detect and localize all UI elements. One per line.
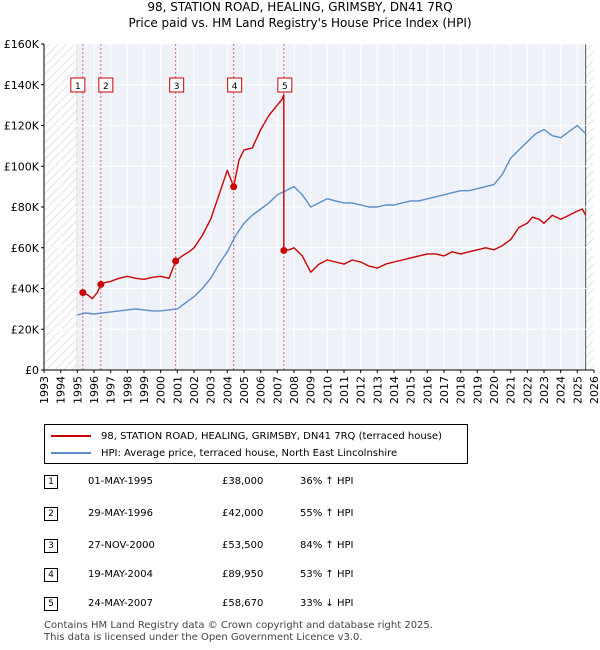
legend-item-property: 98, STATION ROAD, HEALING, GRIMSBY, DN41… xyxy=(51,428,442,444)
sale-point xyxy=(280,246,288,254)
y-tick-label: £140K xyxy=(4,79,40,92)
sale-label-box xyxy=(98,77,114,93)
x-tick-label: 2016 xyxy=(421,376,434,404)
price-chart: £0 £20K £40K £60K £80K £100K £120K £140K £160K 19… xyxy=(4,38,600,404)
x-tick-label: 2021 xyxy=(505,376,518,404)
sale-label-box xyxy=(70,77,86,93)
sale-label-number: 2 xyxy=(103,82,109,92)
x-tick-label: 2010 xyxy=(321,376,334,404)
transaction-hpi: 36% ↑ HPI xyxy=(300,476,354,487)
x-tick-label: 2003 xyxy=(205,376,218,404)
y-tick-label: £20K xyxy=(11,323,40,336)
x-tick-label: 1997 xyxy=(105,376,118,404)
x-tick-label: 2006 xyxy=(255,376,268,404)
x-tick-label: 2001 xyxy=(171,376,184,404)
x-tick-label: 2005 xyxy=(238,376,251,404)
y-tick-label: £120K xyxy=(4,120,40,133)
x-tick-label: 2007 xyxy=(271,376,284,404)
sale-label-number: 1 xyxy=(75,82,81,92)
x-tick-label: 2024 xyxy=(555,376,568,404)
footer-license: This data is licensed under the Open Gov… xyxy=(44,632,363,643)
transaction-hpi: 33% ↓ HPI xyxy=(300,598,354,609)
x-tick-label: 2000 xyxy=(155,376,168,404)
x-tick-label: 2012 xyxy=(355,376,368,404)
property-series-line xyxy=(82,94,587,300)
x-tick-label: 1994 xyxy=(55,376,68,404)
transaction-hpi: 84% ↑ HPI xyxy=(300,540,354,551)
transaction-badge: 1 xyxy=(44,475,58,489)
transaction-badge: 2 xyxy=(44,507,58,521)
x-tick-label: 2004 xyxy=(221,376,234,404)
transaction-price: £38,000 xyxy=(222,476,264,487)
x-tick-label: 2018 xyxy=(455,376,468,404)
sale-label-number: 5 xyxy=(282,82,288,92)
transaction-price: £89,950 xyxy=(222,569,264,580)
sale-point xyxy=(97,280,105,288)
x-tick-label: 2023 xyxy=(538,376,551,404)
sale-point xyxy=(172,257,180,265)
x-tick-label: 1999 xyxy=(138,376,151,404)
x-tick-label: 2013 xyxy=(371,376,384,404)
legend-label-hpi: HPI: Average price, terraced house, Nort… xyxy=(101,447,398,459)
y-tick-label: £100K xyxy=(4,160,40,173)
transaction-badge: 4 xyxy=(44,568,58,582)
legend-swatch-hpi xyxy=(51,452,91,454)
transaction-badge: 5 xyxy=(44,597,58,611)
y-tick-label: £40K xyxy=(11,283,40,296)
x-tick-label: 2008 xyxy=(288,376,301,404)
sale-label-number: 3 xyxy=(174,82,180,92)
legend-item-hpi: HPI: Average price, terraced house, Nort… xyxy=(51,445,397,461)
sale-label-box xyxy=(169,77,185,93)
x-tick-label: 1996 xyxy=(88,376,101,404)
sale-label-number: 4 xyxy=(232,82,238,92)
legend-label-property: 98, STATION ROAD, HEALING, GRIMSBY, DN41… xyxy=(101,430,442,442)
transaction-hpi: 55% ↑ HPI xyxy=(300,508,354,519)
transaction-date: 01-MAY-1995 xyxy=(88,476,154,487)
legend-swatch-property xyxy=(51,435,91,437)
footer-copyright: Contains HM Land Registry data © Crown c… xyxy=(44,620,433,631)
x-tick-label: 1998 xyxy=(121,376,134,404)
x-tick-label: 2014 xyxy=(388,376,401,404)
x-tick-label: 2022 xyxy=(521,376,534,404)
transaction-date: 19-MAY-2004 xyxy=(88,569,154,580)
sale-point xyxy=(79,289,87,297)
legend: 98, STATION ROAD, HEALING, GRIMSBY, DN41… xyxy=(44,424,468,464)
transaction-price: £53,500 xyxy=(222,540,264,551)
x-tick-label: 1995 xyxy=(71,376,84,404)
y-tick-label: £80K xyxy=(11,201,40,214)
y-tick-label: £0 xyxy=(25,364,39,377)
sale-label-box xyxy=(227,77,243,93)
transaction-date: 24-MAY-2007 xyxy=(88,598,154,609)
x-tick-label: 2026 xyxy=(588,376,600,404)
chart-title-line2: Price paid vs. HM Land Registry's House … xyxy=(128,16,472,30)
sale-point xyxy=(230,183,238,191)
x-tick-label: 2011 xyxy=(338,376,351,404)
y-tick-label: £60K xyxy=(11,242,40,255)
x-tick-label: 2017 xyxy=(438,376,451,404)
x-tick-label: 2025 xyxy=(571,376,584,404)
transaction-date: 29-MAY-1996 xyxy=(88,508,154,519)
x-tick-label: 2002 xyxy=(188,376,201,404)
x-tick-label: 2015 xyxy=(405,376,418,404)
transaction-date: 27-NOV-2000 xyxy=(88,540,155,551)
sale-label-box xyxy=(277,77,293,93)
x-tick-label: 2009 xyxy=(305,376,318,404)
x-tick-label: 2020 xyxy=(488,376,501,404)
transaction-badge: 3 xyxy=(44,539,58,553)
transaction-hpi: 53% ↑ HPI xyxy=(300,569,354,580)
y-tick-label: £160K xyxy=(4,38,40,51)
chart-title-line1: 98, STATION ROAD, HEALING, GRIMSBY, DN41… xyxy=(147,0,453,14)
transaction-price: £42,000 xyxy=(222,508,264,519)
x-tick-label: 1993 xyxy=(38,376,51,404)
x-tick-label: 2019 xyxy=(471,376,484,404)
hpi-series-line xyxy=(77,124,587,316)
transaction-price: £58,670 xyxy=(222,598,264,609)
